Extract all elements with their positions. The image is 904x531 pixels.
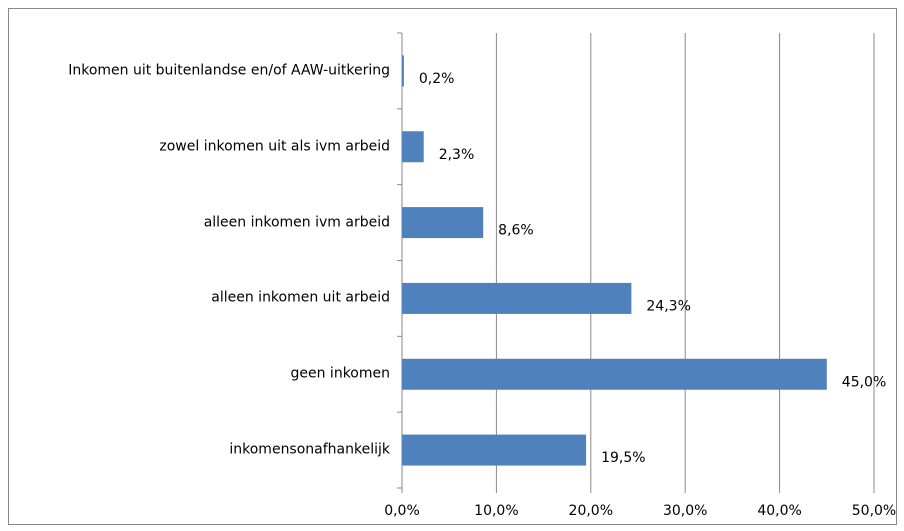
value-label: 24,3% xyxy=(646,298,690,314)
x-tick-label: 30,0% xyxy=(663,503,707,519)
bar xyxy=(402,358,827,390)
category-label: alleen inkomen uit arbeid xyxy=(211,289,390,306)
x-tick-label: 0,0% xyxy=(384,503,420,519)
category-label: zowel inkomen uit als ivm arbeid xyxy=(159,138,390,155)
bar xyxy=(402,434,587,466)
value-label: 45,0% xyxy=(842,374,886,390)
value-label: 2,3% xyxy=(439,147,475,163)
category-label: Inkomen uit buitenlandse en/of AAW-uitke… xyxy=(68,62,390,79)
chart-border xyxy=(8,8,897,525)
x-tick-label: 20,0% xyxy=(569,503,613,519)
value-label: 19,5% xyxy=(601,450,645,466)
bar xyxy=(402,131,424,163)
x-tick-label: 50,0% xyxy=(852,503,896,519)
category-label: geen inkomen xyxy=(290,365,391,382)
value-label: 8,6% xyxy=(498,223,534,239)
bar xyxy=(402,207,484,239)
value-label: 0,2% xyxy=(419,71,455,87)
category-label: alleen inkomen ivm arbeid xyxy=(203,214,390,231)
x-tick-label: 40,0% xyxy=(757,503,801,519)
x-tick-label: 10,0% xyxy=(474,503,518,519)
category-label: inkomensonafhankelijk xyxy=(229,441,390,458)
bar xyxy=(402,282,632,314)
bar xyxy=(402,55,404,87)
